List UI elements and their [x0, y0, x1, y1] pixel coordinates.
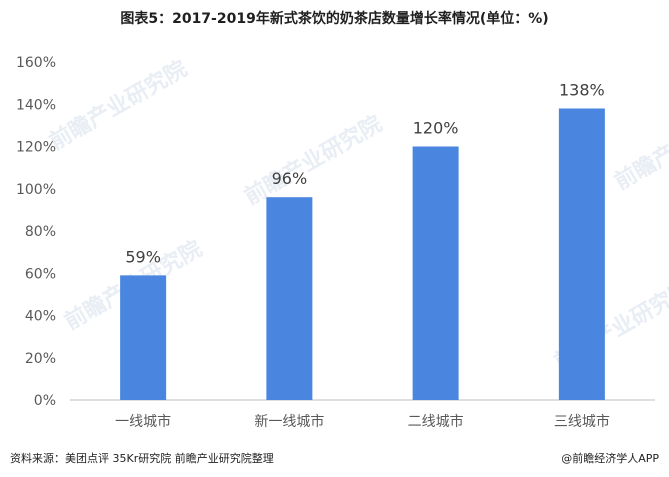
- x-tick-label: 三线城市: [554, 413, 610, 430]
- chart-title: 图表5：2017-2019年新式茶饮的奶茶店数量增长率情况(单位：%): [120, 11, 549, 27]
- data-labels: 59% 96% 120% 138%: [125, 80, 604, 266]
- y-tick-label: 40%: [25, 309, 56, 325]
- watermark-text: 前瞻产业研究院: [45, 56, 191, 156]
- y-tick-label: 0%: [34, 393, 56, 409]
- data-label: 120%: [413, 119, 459, 138]
- bar: [558, 108, 605, 400]
- bars: [120, 108, 605, 400]
- bar: [266, 197, 313, 400]
- credit-note: @前瞻经济学人APP: [561, 452, 659, 465]
- footer: 资料来源：美团点评 35Kr研究院 前瞻产业研究院整理 @前瞻经济学人APP: [0, 446, 669, 477]
- x-tick-label: 一线城市: [115, 413, 171, 430]
- x-tick-label: 新一线城市: [254, 413, 324, 430]
- data-label: 59%: [125, 247, 161, 266]
- watermark-text: 前瞻产业研究院: [240, 111, 386, 211]
- data-label: 138%: [559, 80, 605, 99]
- y-tick-label: 20%: [25, 351, 56, 367]
- y-axis: 0% 20% 40% 60% 80% 100% 120% 140% 160%: [16, 55, 56, 409]
- y-tick-label: 60%: [25, 266, 56, 282]
- data-label: 96%: [272, 169, 308, 188]
- watermark-text: 前瞻产业研究院: [610, 96, 669, 196]
- x-tick-label: 二线城市: [408, 413, 464, 430]
- y-tick-label: 100%: [16, 182, 56, 198]
- y-tick-label: 80%: [25, 224, 56, 240]
- y-tick-label: 140%: [16, 97, 56, 113]
- x-axis: 一线城市 新一线城市 二线城市 三线城市: [115, 413, 610, 430]
- y-tick-label: 160%: [16, 55, 56, 71]
- bar-chart: 前瞻产业研究院前瞻产业研究院前瞻产业研究院前瞻产业研究院前瞻产业研究院 0%20…: [16, 55, 669, 430]
- bar: [120, 275, 167, 400]
- bar: [412, 146, 459, 400]
- y-tick-label: 120%: [16, 140, 56, 156]
- source-note: 资料来源：美团点评 35Kr研究院 前瞻产业研究院整理: [10, 452, 274, 465]
